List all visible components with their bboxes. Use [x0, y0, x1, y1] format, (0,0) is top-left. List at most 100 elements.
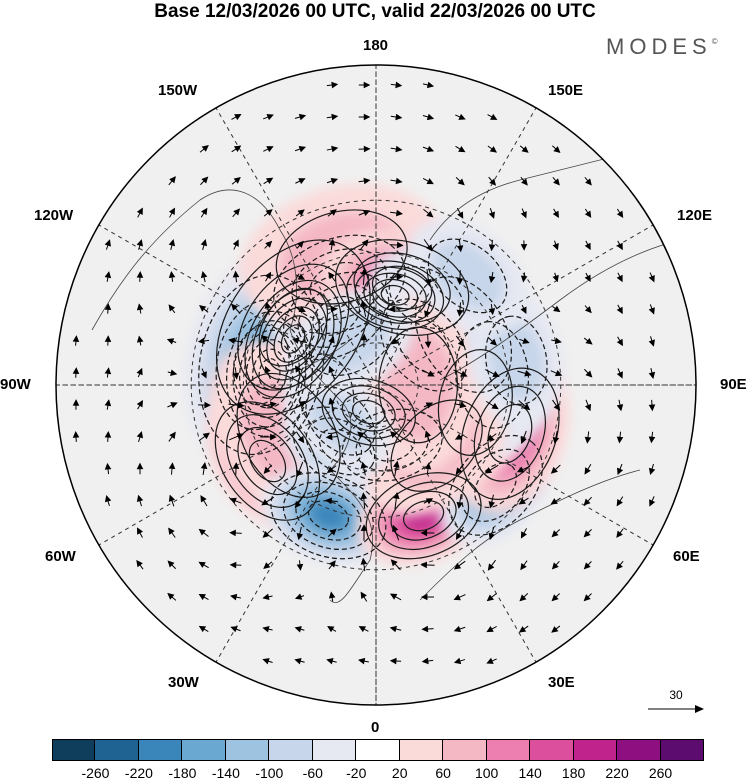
lon-label-180: 180	[363, 37, 389, 54]
wind-arrow-head	[424, 341, 432, 349]
wind-arrow-head	[263, 466, 271, 474]
wind-arrow-head	[325, 497, 332, 505]
wind-arrow-head	[520, 211, 527, 219]
wind-arrow-head	[229, 561, 237, 569]
wind-arrow-head	[269, 401, 277, 408]
wind-arrow-head	[390, 559, 398, 567]
brand-mark: ©	[711, 37, 718, 46]
wind-arrow-head	[363, 113, 371, 121]
wind-arrow-head	[648, 467, 656, 476]
wind-arrow-head	[426, 81, 435, 89]
wind-arrow-head	[170, 369, 178, 376]
wind-arrow-head	[585, 337, 593, 345]
contour-ring	[474, 462, 517, 509]
wind-arrow-head	[551, 530, 559, 538]
wind-arrow-head	[72, 367, 80, 374]
wind-arrow-head	[421, 657, 429, 665]
wind-arrow-head	[200, 462, 208, 470]
wind-arrow-head	[232, 239, 239, 247]
wind-arrow-head	[486, 594, 494, 602]
contour-ring	[270, 472, 387, 560]
lon-label-90w: 90W	[0, 376, 31, 393]
wind-arrow-head	[396, 273, 404, 281]
wind-arrow-head	[486, 434, 495, 442]
colorbar-tick-label: -260	[81, 765, 110, 781]
wind-arrow-head	[616, 242, 623, 251]
wind-arrow-head	[584, 403, 592, 412]
wind-arrow-head	[360, 557, 368, 565]
wind-arrow-head	[488, 501, 496, 509]
wind-arrow-head	[551, 562, 559, 570]
wind-arrow-head	[457, 178, 465, 186]
wind-arrow-head	[552, 243, 559, 251]
contour-ring	[237, 426, 298, 496]
wind-arrow-head	[168, 462, 176, 470]
wind-arrow-head	[297, 273, 306, 280]
wind-arrow-head	[424, 462, 432, 470]
wind-arrow-head	[391, 337, 399, 345]
wind-arrow-head	[421, 625, 429, 633]
wind-arrow-head	[328, 336, 335, 344]
wind-arrow-head	[393, 460, 400, 468]
wind-arrow-head	[453, 562, 462, 570]
lon-label-60w: 60W	[45, 548, 76, 565]
colorbar-tick-label: -180	[168, 765, 197, 781]
wind-arrow-head	[200, 371, 207, 379]
wind-arrow-head	[265, 177, 274, 184]
wind-arrow-head	[488, 532, 495, 541]
wind-arrow-head	[264, 301, 272, 309]
lon-label-120w: 120W	[34, 207, 74, 224]
wind-arrow-head	[104, 495, 112, 503]
wind-arrow-head	[297, 435, 305, 444]
wind-arrow-head	[426, 210, 434, 218]
wind-arrow-head	[166, 338, 175, 345]
colorbar-tick-label: 220	[605, 765, 629, 781]
contour-ring	[321, 377, 416, 447]
wind-arrow-head	[104, 367, 112, 375]
colorbar-tick-label: -140	[211, 765, 240, 781]
wind-arrow-head	[518, 498, 526, 505]
wind-arrow-head	[294, 593, 303, 600]
wind-arrow-head	[72, 399, 80, 406]
wind-arrow-head	[489, 338, 498, 346]
wind-arrow-head	[262, 658, 270, 665]
colorbar-frame	[52, 739, 704, 761]
wind-arrow-head	[260, 335, 269, 342]
wind-arrow-head	[298, 178, 306, 185]
coastline-greenland	[329, 469, 373, 603]
wind-arrow-head	[425, 279, 432, 287]
colorbar-tick-label: -220	[124, 765, 153, 781]
anomaly-band	[309, 501, 348, 530]
wind-arrow-head	[420, 593, 428, 601]
wind-arrow-head	[455, 532, 463, 540]
wind-arrow-head	[424, 310, 431, 318]
wind-arrow-head	[424, 430, 432, 438]
wind-arrow-head	[360, 461, 368, 469]
wind-arrow-head	[198, 561, 206, 568]
wind-arrow-head	[168, 207, 176, 215]
lon-label-60e: 60E	[673, 548, 700, 565]
contour-ring	[214, 401, 321, 521]
lon-label-30e: 30E	[548, 674, 575, 691]
wind-arrow-head	[425, 402, 434, 409]
colorbar-cell	[269, 739, 313, 761]
wind-arrow-head	[104, 303, 112, 310]
wind-arrow-head	[168, 239, 176, 247]
wind-arrow-head	[232, 372, 240, 380]
wind-arrow-head	[230, 626, 238, 633]
wind-arrow-head	[325, 433, 333, 441]
colorbar-tick-label: 180	[561, 765, 586, 781]
contour-ring	[244, 279, 342, 399]
wind-arrow-head	[486, 626, 494, 633]
colorbar-cell	[138, 739, 183, 761]
wind-arrow-head	[389, 593, 398, 600]
wind-arrow-head	[233, 145, 242, 152]
wind-arrow-head	[520, 436, 527, 445]
wind-arrow-head	[229, 529, 236, 537]
wind-arrow-head	[616, 371, 623, 379]
wind-arrow-head	[233, 208, 241, 216]
wind-arrow-head	[201, 176, 209, 184]
anomaly-band	[487, 318, 546, 403]
wind-arrow-head	[392, 524, 399, 533]
wind-arrow-head	[237, 401, 245, 409]
